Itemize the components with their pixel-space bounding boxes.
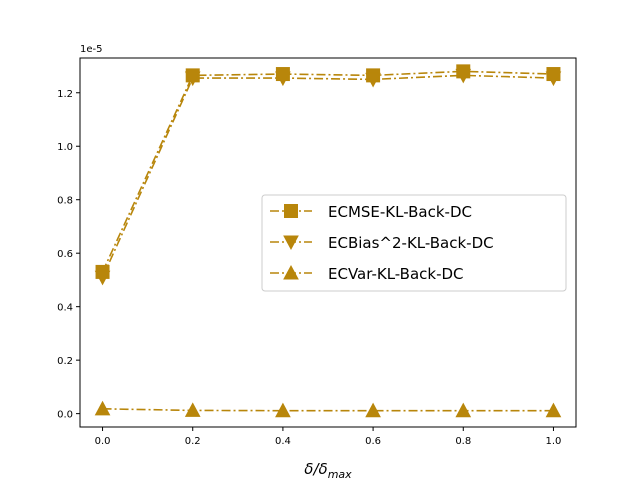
- y-tick-label-5: 1.0: [57, 142, 73, 153]
- legend-marker-1: [283, 235, 299, 251]
- y-tick-label-0: 0.0: [57, 410, 73, 421]
- x-tick-label-2: 0.4: [275, 436, 291, 447]
- legend-label-0: ECMSE-KL-Back-DC: [328, 203, 472, 221]
- data-point-1-5: [545, 71, 562, 87]
- series-line-2: [102, 408, 554, 412]
- x-tick-label-0: 0.0: [95, 436, 111, 447]
- data-point-2-0: [94, 400, 111, 416]
- data-point-1-4: [455, 68, 472, 84]
- series-line-1: [101, 74, 554, 278]
- data-point-1-1: [184, 71, 201, 87]
- y-tick-label-2: 0.4: [57, 303, 73, 314]
- legend-label-2: ECVar-KL-Back-DC: [328, 265, 464, 283]
- y-tick-label-6: 1.2: [57, 89, 73, 100]
- legend-box: [261, 194, 567, 292]
- series-layer: [94, 64, 562, 418]
- legend-label-1: ECBias^2-KL-Back-DC: [328, 234, 494, 252]
- data-point-2-4: [455, 402, 472, 418]
- series-line-0: [101, 70, 554, 273]
- axes-layer: 0.0 0.2 0.4 0.6 0.8 1.0 0.0 0.2 0.4 0.6 0.8 1.0 1.2: [57, 57, 577, 447]
- axes-frame: [79, 57, 577, 428]
- legend: ECMSE-KL-Back-DC ECBias^2-KL-Back-DC ECVar…: [261, 194, 567, 292]
- x-axis-label: δ/δmax: [304, 460, 352, 480]
- data-point-2-3: [365, 402, 381, 418]
- data-point-1-0: [94, 270, 111, 286]
- data-point-1-3: [365, 72, 381, 88]
- y-tick-label-1: 0.2: [57, 356, 73, 367]
- y-tick-label-3: 0.6: [57, 249, 73, 260]
- y-tick-label-4: 0.8: [57, 196, 73, 207]
- data-point-2-1: [184, 402, 201, 417]
- x-tick-label-3: 0.6: [365, 436, 381, 447]
- x-tick-label-1: 0.2: [185, 436, 201, 447]
- legend-marker-2: [283, 264, 299, 280]
- x-tick-label-4: 0.8: [455, 436, 471, 447]
- data-point-1-2: [275, 71, 291, 87]
- y-offset-label: 1e-5: [80, 44, 103, 55]
- data-point-2-5: [545, 402, 562, 418]
- x-tick-label-5: 1.0: [546, 436, 562, 447]
- legend-marker-0: [284, 204, 298, 218]
- data-point-2-2: [275, 402, 291, 418]
